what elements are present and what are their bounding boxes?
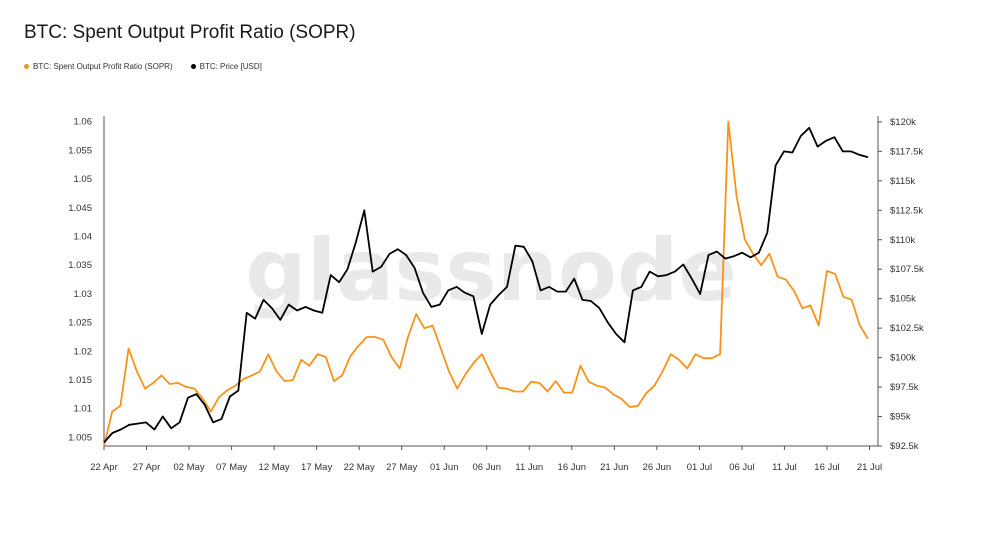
- y-right-tick-label: $100k: [890, 353, 916, 364]
- y-left-tick-label: 1.035: [68, 260, 92, 271]
- y-right-tick-label: $117.5k: [890, 146, 923, 157]
- x-tick-label: 06 Jul: [729, 462, 754, 473]
- x-tick-label: 12 May: [259, 462, 290, 473]
- y-left-tick-label: 1.015: [68, 375, 92, 386]
- x-tick-label: 21 Jul: [857, 462, 882, 473]
- x-tick-label: 06 Jun: [472, 462, 501, 473]
- legend-swatch-sopr: [24, 64, 29, 69]
- legend-item-sopr[interactable]: BTC: Spent Output Profit Ratio (SOPR): [24, 62, 173, 71]
- y-left-tick-label: 1.05: [74, 174, 93, 185]
- y-right-tick-label: $92.5k: [890, 441, 919, 452]
- chart-legend: BTC: Spent Output Profit Ratio (SOPR) BT…: [24, 62, 262, 71]
- x-tick-label: 27 Apr: [133, 462, 160, 473]
- x-tick-label: 01 Jul: [687, 462, 712, 473]
- y-left-tick-label: 1.06: [74, 117, 93, 128]
- y-left-tick-label: 1.025: [68, 318, 92, 329]
- y-right-tick-label: $107.5k: [890, 264, 924, 275]
- y-right-tick-label: $112.5k: [890, 205, 923, 216]
- x-tick-label: 16 Jul: [814, 462, 839, 473]
- y-left-tick-label: 1.04: [74, 232, 93, 243]
- x-tick-label: 11 Jun: [515, 462, 543, 473]
- x-tick-label: 02 May: [173, 462, 204, 473]
- y-right-tick-label: $115k: [890, 176, 915, 187]
- y-right-tick-label: $105k: [890, 294, 916, 305]
- series-line-price: [103, 126, 869, 444]
- y-left-tick-label: 1.005: [68, 432, 92, 443]
- x-tick-label: 01 Jun: [430, 462, 459, 473]
- x-tick-label: 27 May: [386, 462, 417, 473]
- y-right-tick-label: $95k: [890, 412, 911, 423]
- x-tick-label: 17 May: [301, 462, 332, 473]
- series-line-sopr: [103, 120, 869, 447]
- y-right-tick-label: $97.5k: [890, 382, 919, 393]
- y-left-tick-label: 1.03: [74, 289, 93, 300]
- x-tick-label: 22 Apr: [90, 462, 117, 473]
- x-tick-label: 21 Jun: [600, 462, 629, 473]
- chart-title: BTC: Spent Output Profit Ratio (SOPR): [24, 22, 356, 43]
- x-tick-label: 16 Jun: [558, 462, 587, 473]
- y-right-tick-label: $120k: [890, 117, 916, 128]
- x-tick-label: 07 May: [216, 462, 247, 473]
- legend-label-sopr: BTC: Spent Output Profit Ratio (SOPR): [33, 62, 173, 71]
- x-tick-label: 22 May: [344, 462, 375, 473]
- legend-label-price: BTC: Price [USD]: [199, 62, 262, 71]
- x-tick-label: 26 Jun: [643, 462, 672, 473]
- y-left-tick-label: 1.02: [74, 346, 93, 357]
- y-left-tick-label: 1.055: [68, 145, 92, 156]
- y-right-tick-label: $102.5k: [890, 323, 924, 334]
- y-left-tick-label: 1.045: [68, 203, 92, 214]
- y-left-tick-label: 1.01: [74, 404, 93, 415]
- legend-swatch-price: [190, 64, 196, 69]
- watermark: glassnode: [245, 221, 737, 321]
- y-right-tick-label: $110k: [890, 235, 915, 246]
- x-tick-label: 11 Jul: [772, 462, 797, 473]
- legend-item-price[interactable]: BTC: Price [USD]: [190, 62, 262, 71]
